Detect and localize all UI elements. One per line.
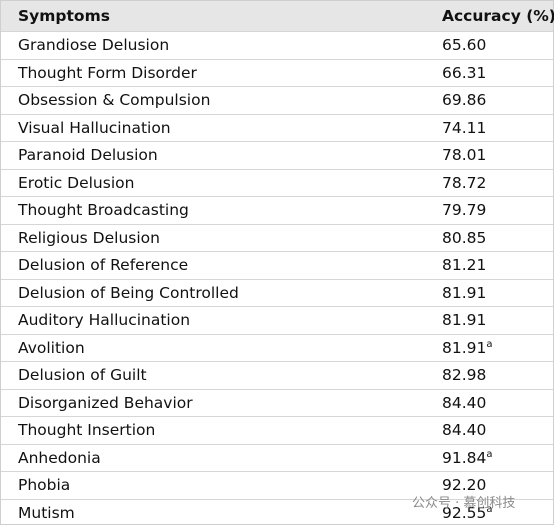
table-row: Obsession & Compulsion 69.86 <box>1 86 553 114</box>
table-row: Anhedonia 91.84a <box>1 444 553 472</box>
symptom-cell: Thought Insertion <box>18 421 155 439</box>
table-row: Thought Insertion 84.40 <box>1 416 553 444</box>
symptom-cell: Disorganized Behavior <box>18 394 193 412</box>
table-row: Visual Hallucination 74.11 <box>1 114 553 142</box>
accuracy-cell: 79.79 <box>442 201 486 219</box>
symptom-cell: Grandiose Delusion <box>18 36 169 54</box>
accuracy-cell: 91.84a <box>442 449 493 467</box>
symptom-cell: Paranoid Delusion <box>18 146 158 164</box>
accuracy-value: 80.85 <box>442 229 486 247</box>
accuracy-value: 69.86 <box>442 91 486 109</box>
symptom-cell: Delusion of Being Controlled <box>18 284 239 302</box>
accuracy-cell: 81.91 <box>442 311 486 329</box>
table-row: Disorganized Behavior 84.40 <box>1 389 553 417</box>
accuracy-value: 74.11 <box>442 119 486 137</box>
accuracy-cell: 78.01 <box>442 146 486 164</box>
accuracy-cell: 66.31 <box>442 64 486 82</box>
table-row: Erotic Delusion 78.72 <box>1 169 553 197</box>
table-row: Delusion of Being Controlled 81.91 <box>1 279 553 307</box>
accuracy-value: 84.40 <box>442 421 486 439</box>
table-row: Paranoid Delusion 78.01 <box>1 141 553 169</box>
header-cell: Symptoms <box>18 7 110 25</box>
symptom-cell: Mutism <box>18 504 75 522</box>
accuracy-cell: 81.21 <box>442 256 486 274</box>
accuracy-cell: 84.40 <box>442 421 486 439</box>
symptom-cell: Obsession & Compulsion <box>18 91 210 109</box>
accuracy-value: 78.72 <box>442 174 486 192</box>
symptom-cell: Phobia <box>18 476 70 494</box>
accuracy-cell: 81.91a <box>442 339 493 357</box>
accuracy-cell: 80.85 <box>442 229 486 247</box>
table-row: Religious Delusion 80.85 <box>1 224 553 252</box>
accuracy-value: 81.91 <box>442 339 486 357</box>
symptom-cell: Anhedonia <box>18 449 101 467</box>
accuracy-cell: 84.40 <box>442 394 486 412</box>
accuracy-cell: 65.60 <box>442 36 486 54</box>
symptom-cell: Thought Form Disorder <box>18 64 197 82</box>
table-row: Delusion of Reference 81.21 <box>1 251 553 279</box>
table-row: Thought Broadcasting 79.79 <box>1 196 553 224</box>
accuracy-cell: 81.91 <box>442 284 486 302</box>
accuracy-value: 81.21 <box>442 256 486 274</box>
symptom-cell: Avolition <box>18 339 85 357</box>
accuracy-cell: 78.72 <box>442 174 486 192</box>
accuracy-value: 82.98 <box>442 366 486 384</box>
footnote-mark: a <box>486 449 492 460</box>
symptom-cell: Thought Broadcasting <box>18 201 189 219</box>
symptom-cell: Religious Delusion <box>18 229 160 247</box>
accuracy-value: 84.40 <box>442 394 486 412</box>
symptom-cell: Visual Hallucination <box>18 119 171 137</box>
accuracy-value: 91.84 <box>442 449 486 467</box>
accuracy-cell: 82.98 <box>442 366 486 384</box>
accuracy-value: 65.60 <box>442 36 486 54</box>
header-row: Symptoms Accuracy (%) <box>1 1 553 31</box>
accuracy-value: 66.31 <box>442 64 486 82</box>
table-row: Auditory Hallucination 81.91 <box>1 306 553 334</box>
table-row: Avolition 81.91a <box>1 334 553 362</box>
table-row: Grandiose Delusion 65.60 <box>1 31 553 59</box>
header-cell: Accuracy (%) <box>442 7 554 25</box>
accuracy-cell: 74.11 <box>442 119 486 137</box>
footnote-mark: a <box>486 339 492 350</box>
accuracy-cell: 69.86 <box>442 91 486 109</box>
accuracy-value: 81.91 <box>442 311 486 329</box>
symptom-cell: Delusion of Guilt <box>18 366 147 384</box>
table-row: Delusion of Guilt 82.98 <box>1 361 553 389</box>
table-row: Thought Form Disorder 66.31 <box>1 59 553 87</box>
accuracy-value: 79.79 <box>442 201 486 219</box>
symptom-cell: Erotic Delusion <box>18 174 134 192</box>
accuracy-value: 81.91 <box>442 284 486 302</box>
symptom-cell: Auditory Hallucination <box>18 311 190 329</box>
watermark: 公众号 · 慕创科技 <box>412 492 515 511</box>
symptom-cell: Delusion of Reference <box>18 256 188 274</box>
accuracy-value: 78.01 <box>442 146 486 164</box>
